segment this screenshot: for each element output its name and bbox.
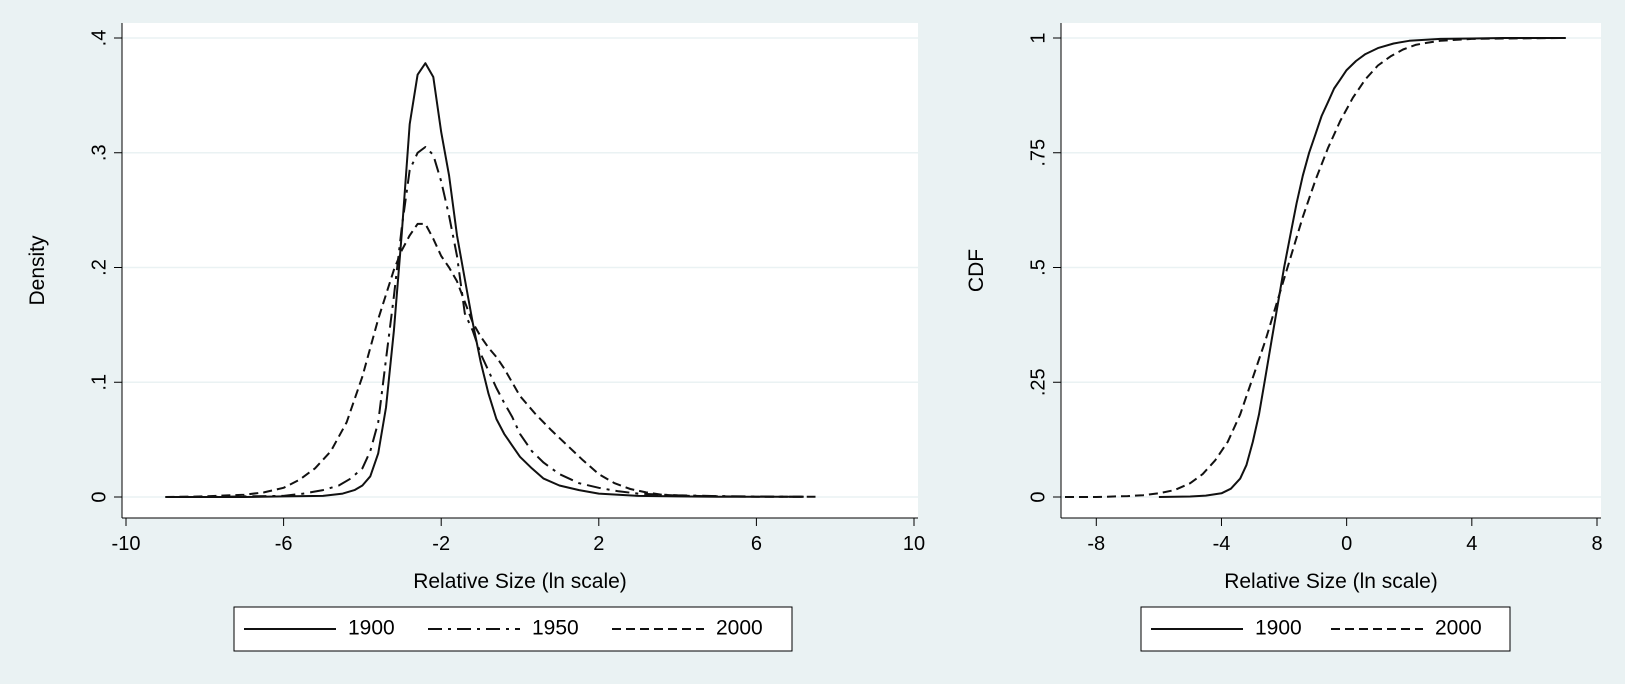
x-axis-title: Relative Size (ln scale) [1224,570,1438,593]
x-tick-label: 8 [1591,533,1602,555]
y-tick-label: 0 [1027,491,1049,502]
x-tick-label: 0 [1341,533,1352,555]
plot-area [1061,23,1601,518]
series-line-2000 [165,222,816,498]
x-tick-label: 6 [751,533,762,555]
x-tick-label: -4 [1213,533,1231,555]
series-line-1950 [165,146,804,498]
x-tick-label: 4 [1466,533,1477,555]
legend: 1900 1950 2000 [233,606,793,652]
y-axis-title: Density [26,235,49,306]
y-tick-label: .5 [1027,259,1049,276]
x-tick-label: 2 [593,533,604,555]
x-tick-label: -2 [432,533,450,555]
legend-label: 1900 [348,617,395,640]
y-tick-label: 1 [1027,32,1049,43]
x-tick-label: 10 [903,533,925,555]
legend-label: 2000 [716,617,763,640]
legend-label: 2000 [1435,617,1482,640]
plot-area [122,23,918,518]
chart-panel-2: 0 .25 .5 .75 1 -8 -4 0 4 8 Relative Size (ln scale… [965,23,1603,652]
x-tick-label: -10 [112,533,141,555]
series-line-1900 [165,62,804,498]
y-tick-label: .25 [1027,368,1049,396]
x-tick-label: -8 [1087,533,1105,555]
y-axis-title: CDF [965,249,988,292]
legend-label: 1950 [532,617,579,640]
y-tick-label: .4 [88,30,110,47]
y-tick-label: 0 [88,491,110,502]
legend-label: 1900 [1255,617,1302,640]
series-line-1900 [1158,37,1566,498]
series-line-2000 [1065,37,1566,498]
chart-panel-1: 0 .1 .2 .3 .4 -10 -6 -2 2 6 10 Relative Size (ln sc… [26,23,925,652]
x-tick-label: -6 [275,533,293,555]
y-tick-label: .75 [1027,139,1049,167]
y-tick-label: .3 [88,144,110,161]
legend: 1900 2000 [1140,606,1511,652]
x-axis-title: Relative Size (ln scale) [413,570,627,593]
y-tick-label: .2 [88,259,110,276]
y-tick-label: .1 [88,374,110,391]
